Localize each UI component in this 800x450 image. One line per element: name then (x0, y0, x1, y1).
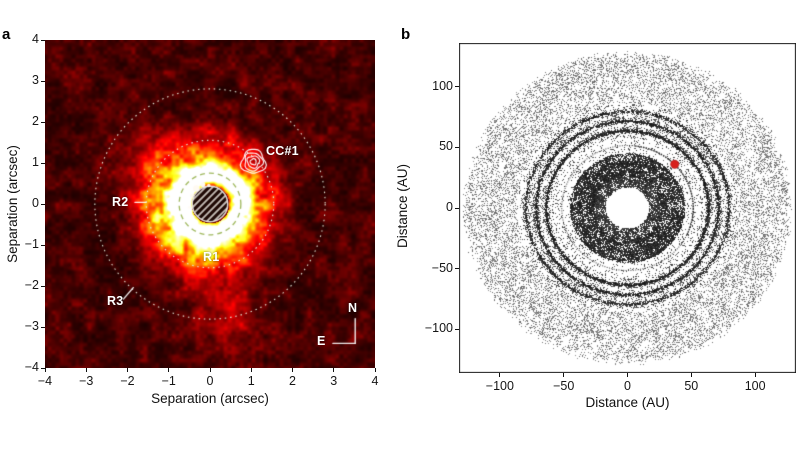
tick-label: 50 (684, 379, 699, 393)
tick-label: 0 (446, 200, 453, 214)
panel-b-letter: b (401, 26, 411, 43)
tick-label: 3 (330, 374, 338, 388)
tick-label: 3 (32, 73, 39, 87)
tick-label: −1 (24, 237, 39, 251)
tick-label: 0 (206, 374, 214, 388)
tick-mark (455, 207, 459, 209)
tick-label: −50 (553, 379, 575, 393)
tick-mark (41, 121, 45, 123)
tick-mark (690, 373, 692, 377)
tick-label: −50 (431, 260, 453, 275)
tick-label: 4 (371, 374, 379, 388)
tick-label: 100 (432, 78, 453, 93)
tick-label: 100 (744, 379, 766, 393)
tick-label: 0 (624, 379, 631, 393)
tick-label: −1 (161, 374, 176, 388)
tick-mark (333, 368, 335, 372)
ring-r2-label: R2 (112, 195, 129, 209)
tick-label: −100 (485, 379, 514, 393)
panel-a-y-axis-label: Separation (arcsec) (5, 145, 20, 263)
tick-mark (209, 368, 211, 372)
tick-label: 1 (32, 155, 39, 169)
panel-b-simulation-canvas (459, 43, 796, 373)
tick-label: −2 (24, 278, 39, 292)
tick-mark (41, 244, 45, 246)
tick-mark (85, 368, 87, 372)
tick-label: −4 (37, 374, 53, 388)
compass-north-label: N (348, 301, 358, 315)
tick-mark (250, 368, 252, 372)
tick-mark (41, 367, 45, 369)
tick-label: 4 (32, 32, 39, 46)
tick-mark (563, 373, 565, 377)
panel-a-x-axis-label: Separation (arcsec) (151, 391, 269, 406)
tick-mark (455, 268, 459, 270)
tick-mark (499, 373, 501, 377)
tick-mark (41, 80, 45, 82)
tick-mark (41, 285, 45, 287)
tick-mark (374, 368, 376, 372)
tick-label: −3 (79, 374, 94, 388)
ring-r3-label: R3 (107, 294, 124, 308)
tick-mark (455, 146, 459, 148)
tick-mark (41, 203, 45, 205)
tick-label: −2 (120, 374, 135, 388)
tick-mark (292, 368, 293, 372)
tick-label: −4 (24, 360, 39, 374)
companion-cc1-label: CC#1 (266, 144, 299, 158)
tick-label: 1 (247, 374, 255, 388)
tick-mark (455, 86, 459, 88)
tick-label: 2 (32, 114, 39, 128)
panel-b-x-axis-label: Distance (AU) (585, 395, 670, 410)
tick-mark (754, 373, 756, 377)
tick-mark (455, 328, 459, 330)
tick-mark (127, 368, 128, 372)
tick-mark (41, 162, 45, 164)
panel-a-disk-image-canvas (45, 40, 375, 368)
tick-mark (627, 373, 628, 377)
tick-mark (44, 368, 46, 372)
tick-label: −3 (24, 319, 39, 333)
tick-mark (168, 368, 170, 372)
tick-label: −100 (424, 321, 453, 336)
panel-b-y-axis-label: Distance (AU) (395, 163, 410, 249)
tick-label: 0 (32, 196, 39, 210)
tick-mark (41, 39, 45, 41)
tick-label: 50 (439, 139, 453, 154)
tick-mark (41, 326, 45, 328)
ring-r1-label: R1 (203, 250, 220, 264)
panel-a-letter: a (2, 26, 11, 43)
tick-label: 2 (289, 374, 296, 388)
compass-east-label: E (317, 334, 326, 348)
